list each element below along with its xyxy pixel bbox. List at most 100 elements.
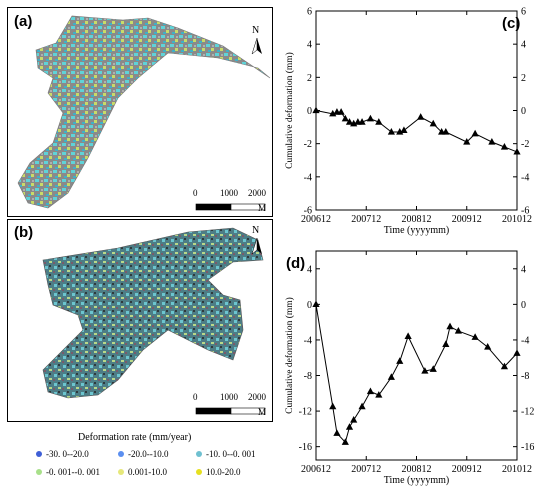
legend-swatch-icon	[196, 451, 202, 457]
y-tick-label-right: -6	[521, 206, 529, 217]
data-point	[455, 327, 462, 334]
scale-tick-b-0: 0	[193, 392, 198, 402]
y-tick-label: -8	[304, 371, 312, 382]
north-arrow-icon	[252, 38, 262, 54]
legend-swatch-icon	[36, 451, 42, 457]
data-point	[388, 373, 395, 380]
y-tick-label: -4	[304, 172, 312, 183]
y-tick-label-right: -8	[521, 371, 529, 382]
x-tick-label: 200612	[301, 464, 331, 475]
data-point	[342, 115, 349, 122]
legend-swatch-icon	[196, 469, 202, 475]
x-tick-label: 200812	[402, 214, 432, 225]
y-tick-label-right: -16	[521, 442, 534, 453]
north-label-b: N	[252, 225, 259, 236]
y-tick-label: 2	[307, 73, 312, 84]
data-point	[400, 126, 407, 133]
legend-item: 0.001-10.0	[118, 467, 167, 477]
series-line	[316, 304, 517, 442]
legend-swatch-icon	[36, 469, 42, 475]
y-tick-label: -16	[299, 442, 312, 453]
data-point	[513, 349, 520, 356]
x-tick-label: 200712	[351, 214, 381, 225]
map-b-region	[43, 228, 263, 398]
x-tick-label: 200912	[452, 214, 482, 225]
legend-swatch-icon	[118, 469, 124, 475]
x-axis-label: Time (yyyymm)	[384, 225, 449, 236]
data-point	[312, 300, 319, 307]
data-point	[333, 429, 340, 436]
map-panel-a: (a) N 0 1000 2000 M	[7, 7, 273, 217]
y-tick-label-right: -12	[521, 407, 534, 418]
legend-swatch-icon	[118, 451, 124, 457]
y-tick-label-right: -4	[521, 335, 529, 346]
scale-tick-b-2: 2000	[248, 392, 266, 402]
panel-label-a: (a)	[14, 13, 32, 30]
x-tick-label: 201012	[502, 464, 532, 475]
y-tick-label: -6	[304, 206, 312, 217]
north-label-a: N	[252, 25, 259, 36]
y-tick-label: 4	[307, 40, 312, 51]
y-tick-label: -4	[304, 335, 312, 346]
y-tick-label-right: 2	[521, 73, 526, 84]
data-point	[350, 416, 357, 423]
data-point	[442, 340, 449, 347]
data-point	[329, 403, 336, 410]
legend-item: -10. 0--0. 001	[196, 449, 256, 459]
y-tick-label: 0	[307, 300, 312, 311]
panel-label: (c)	[502, 15, 520, 32]
chart-d: 200612 200712 200812 200912 201012 4 4 0 0 -4 -4 -8…	[278, 240, 548, 492]
legend-item: -20.0--10.0	[118, 449, 169, 459]
data-point	[358, 403, 365, 410]
legend-item: -30. 0--20.0	[36, 449, 89, 459]
scale-bar-b	[196, 408, 265, 414]
y-tick-label-right: 6	[521, 7, 526, 18]
y-tick-label: -12	[299, 407, 312, 418]
legend-item-label: 0.001-10.0	[128, 467, 167, 477]
x-axis-label: Time (yyyymm)	[384, 475, 449, 486]
data-point	[346, 423, 353, 430]
x-tick-label: 200912	[452, 464, 482, 475]
legend-item-label: 10.0-20.0	[206, 467, 241, 477]
data-point	[417, 113, 424, 120]
scale-bar-a	[196, 204, 265, 210]
legend-item: -0. 001--0. 001	[36, 467, 100, 477]
y-tick-label: 6	[307, 7, 312, 18]
chart-c: 200612 200712 200812 200912 2010126 64 42 20 0-2…	[278, 0, 548, 238]
y-tick-label-right: 0	[521, 300, 526, 311]
map-a-region	[18, 16, 270, 208]
y-tick-label: 4	[307, 264, 312, 275]
data-point	[484, 343, 491, 350]
data-point	[472, 130, 479, 137]
scale-tick-a-0: 0	[193, 188, 198, 198]
legend-item-label: -20.0--10.0	[128, 449, 169, 459]
y-tick-label: -2	[304, 139, 312, 150]
y-axis-label: Cumulative deformation (mm)	[284, 297, 295, 414]
data-point	[396, 357, 403, 364]
plot-frame	[316, 11, 517, 210]
scale-unit-a: M	[258, 203, 266, 213]
legend-item-label: -10. 0--0. 001	[206, 449, 256, 459]
y-tick-label-right: -2	[521, 139, 529, 150]
map-a-image	[8, 8, 274, 218]
scale-tick-a-2: 2000	[248, 188, 266, 198]
data-point	[367, 115, 374, 122]
data-point	[430, 120, 437, 127]
scale-tick-b-1: 1000	[220, 392, 238, 402]
data-point	[367, 388, 374, 395]
x-tick-label: 200812	[402, 464, 432, 475]
x-tick-label: 200712	[351, 464, 381, 475]
y-axis-label: Cumulative deformation (mm)	[284, 52, 295, 169]
legend-title: Deformation rate (mm/year)	[78, 432, 191, 443]
legend-item-label: -0. 001--0. 001	[46, 467, 100, 477]
map-panel-b: (b) N 0 1000 2000 M	[7, 219, 273, 422]
plot-frame	[316, 251, 517, 460]
y-tick-label-right: -4	[521, 172, 529, 183]
scale-tick-a-1: 1000	[220, 188, 238, 198]
y-tick-label-right: 4	[521, 40, 526, 51]
panel-label-b: (b)	[14, 224, 33, 241]
data-point	[312, 107, 319, 114]
legend-item-label: -30. 0--20.0	[46, 449, 89, 459]
legend-item: 10.0-20.0	[196, 467, 241, 477]
data-point	[405, 332, 412, 339]
